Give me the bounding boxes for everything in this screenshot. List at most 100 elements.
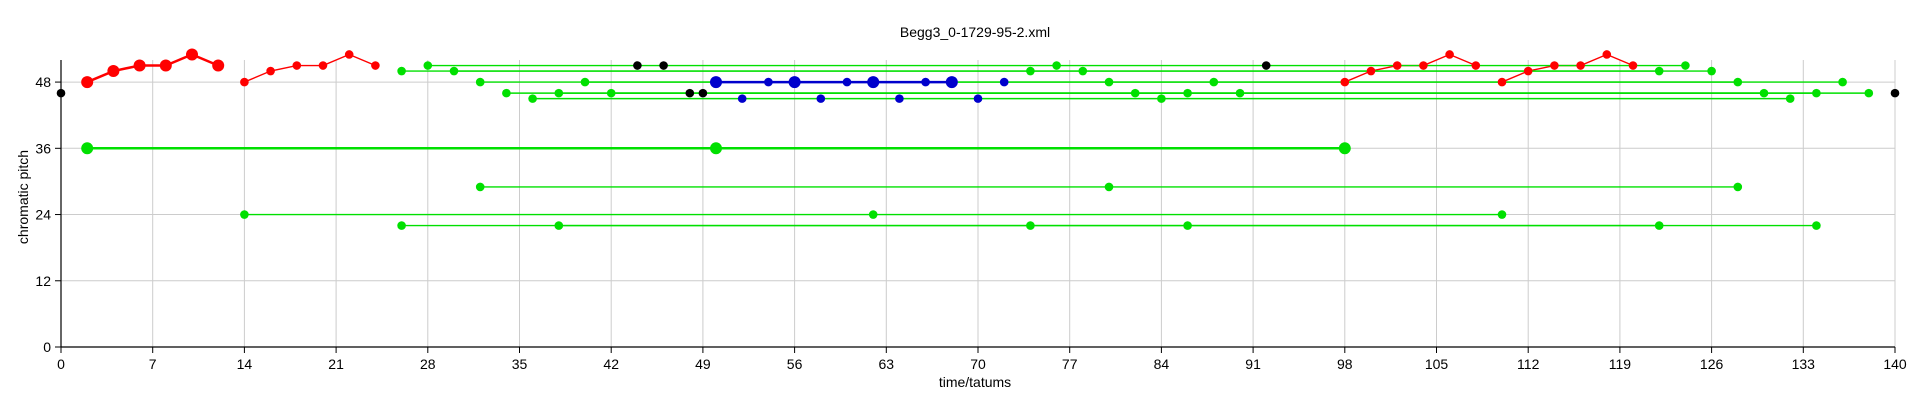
data-point	[1157, 94, 1166, 103]
data-point	[266, 66, 275, 76]
y-tick-label: 48	[35, 74, 51, 90]
y-axis-label: chromatic pitch	[15, 150, 31, 244]
x-tick-label: 63	[879, 356, 895, 372]
data-point	[1026, 221, 1035, 230]
data-point	[1576, 61, 1585, 70]
x-tick-label: 98	[1337, 356, 1353, 372]
series-line	[244, 53, 376, 83]
x-tick-label: 49	[695, 356, 711, 372]
data-point	[1338, 142, 1351, 155]
data-point	[1864, 88, 1874, 98]
data-point	[737, 94, 747, 103]
data-point	[528, 94, 537, 103]
data-point	[107, 65, 120, 78]
data-point	[1628, 61, 1638, 70]
data-point	[1497, 77, 1507, 87]
data-point	[397, 221, 406, 230]
x-tick-label: 21	[328, 356, 344, 372]
data-point	[212, 59, 225, 72]
data-point	[659, 61, 668, 70]
data-point	[1183, 88, 1192, 98]
data-point	[698, 88, 708, 98]
series-points	[56, 48, 1900, 230]
x-tick-label: 7	[149, 356, 157, 372]
data-point	[1419, 61, 1428, 70]
data-point	[1654, 221, 1664, 230]
data-point	[1183, 221, 1192, 230]
data-point	[56, 88, 66, 98]
data-point	[1550, 61, 1559, 70]
data-point	[1209, 77, 1219, 87]
data-point	[1497, 210, 1507, 219]
data-point	[1078, 66, 1088, 76]
data-point	[397, 66, 406, 76]
x-tick-label: 70	[970, 356, 986, 372]
data-point	[1759, 88, 1769, 98]
data-point	[895, 94, 904, 103]
data-point	[554, 221, 564, 230]
data-point	[1681, 61, 1690, 70]
y-tick-label: 24	[35, 207, 51, 223]
data-point	[1026, 66, 1035, 76]
data-point	[1130, 88, 1140, 98]
data-point	[344, 50, 354, 59]
data-point	[842, 77, 852, 87]
data-point	[685, 88, 695, 98]
data-point	[1733, 77, 1743, 87]
data-point	[816, 94, 826, 103]
data-point	[475, 77, 485, 87]
data-point	[1812, 221, 1821, 230]
data-point	[81, 142, 94, 155]
x-tick-label: 28	[420, 356, 436, 372]
x-tick-label: 126	[1700, 356, 1724, 372]
data-point	[1602, 50, 1612, 59]
x-tick-label: 105	[1425, 356, 1449, 372]
chart-title: Begg3_0-1729-95-2.xml	[900, 24, 1050, 40]
data-point	[1235, 88, 1245, 98]
data-point	[371, 61, 380, 70]
data-point	[999, 77, 1009, 87]
data-point	[1812, 88, 1821, 98]
data-point	[1785, 94, 1795, 103]
data-point	[1392, 61, 1402, 70]
data-point	[764, 77, 773, 87]
data-point	[868, 210, 878, 219]
data-point	[867, 76, 880, 89]
data-point	[1523, 66, 1533, 76]
data-point	[1366, 66, 1376, 76]
axes	[55, 60, 1896, 353]
x-tick-label: 91	[1245, 356, 1261, 372]
data-point	[710, 142, 722, 155]
data-point	[449, 66, 459, 76]
data-point	[788, 76, 801, 89]
y-tick-label: 36	[35, 140, 51, 156]
tick-labels: 0 7 14 21 28 35 42 49 56 63 70 77 84 91 98 105 112 119 126…	[35, 74, 1906, 372]
data-point	[1654, 66, 1664, 76]
x-tick-label: 0	[57, 356, 65, 372]
data-point	[475, 182, 485, 192]
x-axis-label: time/tatums	[939, 374, 1011, 390]
x-tick-label: 42	[603, 356, 619, 372]
x-tick-label: 77	[1062, 356, 1078, 372]
data-point	[921, 77, 930, 87]
data-point	[1471, 61, 1481, 70]
data-point	[81, 76, 94, 89]
data-point	[580, 77, 590, 87]
data-point	[1052, 61, 1061, 70]
data-point	[502, 88, 511, 98]
grid	[60, 60, 1896, 348]
data-point	[1838, 77, 1847, 87]
data-point	[1104, 182, 1114, 192]
data-point	[1104, 77, 1114, 87]
data-point	[240, 210, 249, 219]
data-point	[633, 61, 642, 70]
data-point	[945, 76, 958, 89]
data-point	[554, 88, 564, 98]
series-line	[1501, 53, 1634, 83]
x-tick-label: 84	[1154, 356, 1170, 372]
y-tick-label: 0	[43, 339, 51, 355]
x-tick-label: 14	[237, 356, 253, 372]
data-point	[1445, 50, 1454, 59]
x-tick-label: 119	[1609, 356, 1632, 372]
data-point	[1261, 61, 1271, 70]
